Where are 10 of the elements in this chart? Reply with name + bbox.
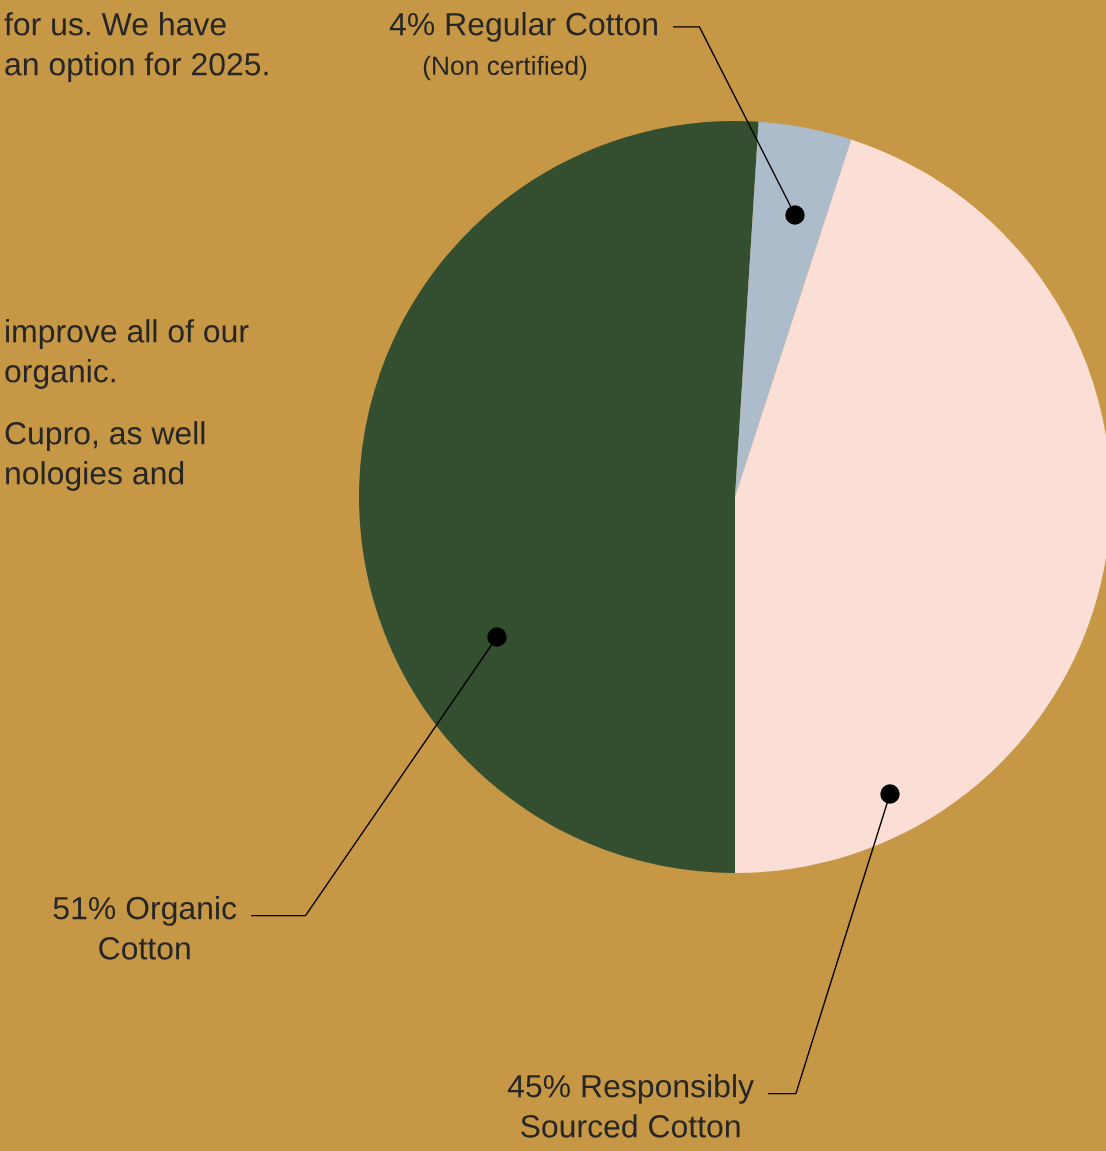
text: improve all of our [6, 319, 249, 349]
text: Cupro, as well [5, 421, 205, 451]
text: organic. [5, 359, 115, 389]
text: an option for 2025. [5, 52, 268, 82]
text: nologies and [6, 461, 184, 491]
text: for us. We have [4, 12, 226, 36]
slice-label: 51% Organic Cotton [53, 896, 237, 960]
slice-label: 4% Regular Cotton [389, 12, 657, 42]
slice-label: 45% Responsibly Sourced Cotton [507, 1074, 754, 1138]
text: (Non certified) [423, 55, 587, 81]
